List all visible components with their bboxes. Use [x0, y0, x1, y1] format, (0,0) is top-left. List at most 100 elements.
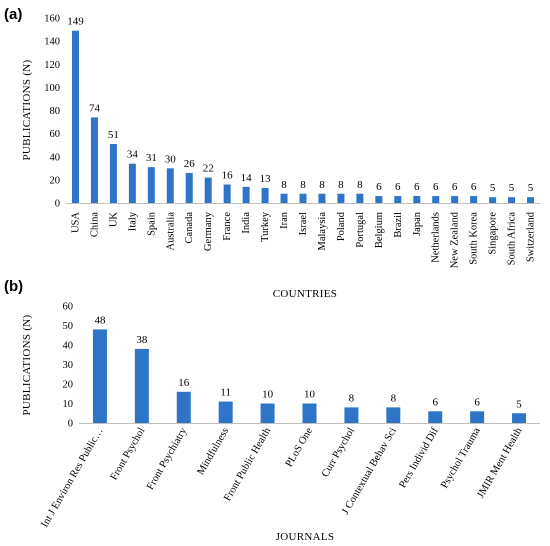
y-tick-label: 0 [55, 199, 60, 210]
category-label: Iran [279, 211, 290, 229]
category-label: New Zealand [450, 211, 461, 268]
bar [356, 193, 364, 203]
y-axis-title: PUBLICATIONS (N) [21, 314, 33, 415]
bar [428, 411, 443, 423]
bar [242, 186, 250, 203]
y-tick-label: 50 [63, 321, 74, 332]
bar [92, 329, 107, 423]
y-tick-label: 40 [63, 341, 74, 352]
data-label: 6 [433, 181, 439, 193]
bar [280, 193, 288, 203]
bar [147, 167, 155, 203]
category-label: Malaysia [317, 212, 328, 251]
bar [489, 197, 497, 203]
bar [432, 196, 440, 203]
bar [302, 403, 317, 423]
bar [386, 407, 401, 423]
category-label: Turkey [260, 211, 271, 242]
data-label: 74 [89, 102, 101, 114]
data-label: 8 [338, 179, 344, 191]
y-axis-title: PUBLICATIONS (N) [21, 59, 33, 160]
category-label: Germany [203, 211, 214, 251]
panel-label: (b) [4, 278, 23, 295]
category-label: USA [70, 212, 81, 233]
bar [176, 391, 191, 423]
data-label: 5 [490, 182, 496, 194]
data-label: 149 [67, 16, 84, 28]
bar [508, 197, 516, 203]
category-label: Front Psychiatry [145, 425, 190, 492]
category-label: Singapore [488, 212, 499, 255]
bar [470, 196, 478, 203]
category-label: Switzerland [526, 211, 537, 262]
data-label: 26 [184, 158, 196, 170]
category-label: South Africa [507, 212, 518, 266]
y-tick-label: 10 [63, 399, 74, 410]
data-label: 30 [165, 153, 177, 165]
category-label: Japan [412, 211, 423, 236]
category-label: Canada [184, 212, 195, 244]
data-label: 8 [300, 179, 306, 191]
bar [166, 168, 174, 203]
category-label: Mindfulness [196, 426, 232, 477]
bar [128, 163, 136, 203]
bar [223, 184, 231, 203]
data-label: 6 [474, 396, 480, 408]
y-tick-label: 140 [44, 37, 60, 48]
y-tick-label: 60 [50, 129, 61, 140]
data-label: 5 [516, 398, 522, 410]
category-label: PLoS One [284, 426, 315, 469]
bar [512, 413, 527, 423]
bar [337, 193, 345, 203]
category-label: Pers Individ Dif [397, 426, 441, 491]
category-label: JMIR Ment Health [475, 425, 525, 500]
y-tick-label: 0 [68, 419, 73, 430]
data-label: 11 [220, 387, 231, 399]
bar [218, 401, 233, 423]
y-tick-label: 30 [63, 360, 74, 371]
category-label: Curr Psychol [320, 426, 357, 479]
category-label: Netherlands [431, 212, 442, 263]
category-label: Australia [165, 212, 176, 251]
data-label: 6 [376, 181, 382, 193]
x-axis-title: JOURNALS [276, 531, 335, 543]
category-label: Front Public Health [222, 425, 273, 503]
y-tick-label: 100 [44, 83, 60, 94]
y-tick-label: 120 [44, 60, 60, 71]
category-label: Psychol Trauma [439, 426, 483, 491]
data-label: 38 [136, 334, 148, 346]
category-label: Int J Environ Res Public… [39, 426, 105, 530]
bar [185, 172, 193, 203]
bar [260, 403, 275, 423]
data-label: 6 [395, 181, 401, 193]
data-label: 5 [528, 182, 534, 194]
bar [71, 30, 79, 203]
data-label: 8 [391, 392, 397, 404]
category-label: UK [108, 212, 119, 228]
panel-label: (a) [4, 6, 22, 23]
y-tick-label: 60 [63, 302, 74, 313]
bar [109, 144, 117, 203]
category-label: Brazil [393, 212, 404, 238]
bar [451, 196, 459, 203]
category-label: Israel [298, 212, 309, 235]
data-label: 34 [127, 149, 139, 161]
data-label: 48 [94, 314, 106, 326]
bar [394, 196, 402, 203]
category-label: Poland [336, 211, 347, 241]
data-label: 22 [203, 163, 214, 175]
category-label: Spain [146, 211, 157, 236]
category-label: Italy [127, 211, 138, 231]
y-tick-label: 80 [50, 106, 61, 117]
bar [470, 411, 485, 423]
data-label: 31 [146, 152, 157, 164]
data-label: 16 [222, 170, 234, 182]
panel-a-countries: (a) 0 20 40 60 80 100 120 140 160 149 USA 74 China 51 U… [4, 6, 540, 300]
data-label: 6 [414, 181, 420, 193]
y-tick-label: 20 [50, 175, 61, 186]
bar [90, 117, 98, 203]
data-label: 8 [357, 179, 363, 191]
panel-b-journals: (b) 0 10 20 30 40 50 60 48 Int J Environ Res Publ… [4, 278, 540, 543]
data-label: 16 [178, 377, 190, 389]
